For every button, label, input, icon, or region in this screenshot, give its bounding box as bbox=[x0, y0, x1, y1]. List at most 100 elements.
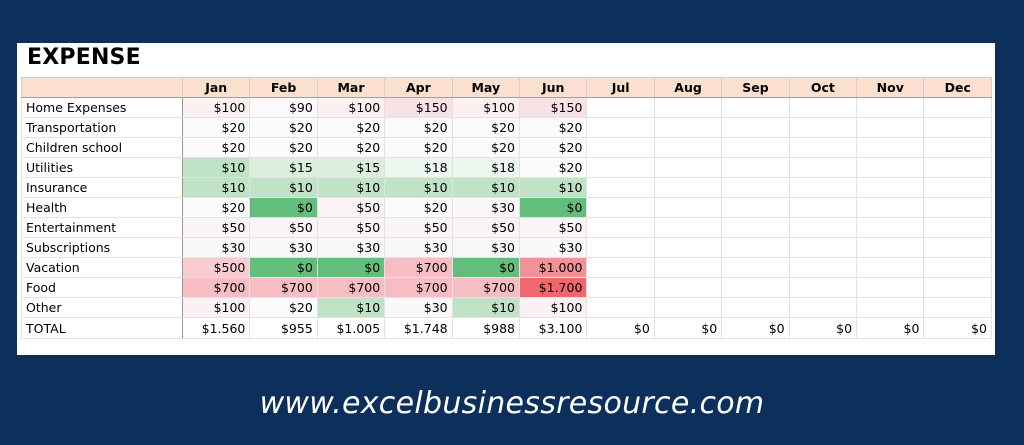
value-cell[interactable] bbox=[788, 177, 858, 198]
value-cell[interactable]: $500 bbox=[181, 257, 251, 278]
value-cell[interactable]: $1.700 bbox=[519, 277, 588, 298]
value-cell[interactable]: $50 bbox=[384, 217, 453, 238]
month-header[interactable]: Dec bbox=[923, 77, 992, 98]
value-cell[interactable]: $700 bbox=[316, 277, 386, 298]
value-cell[interactable] bbox=[856, 237, 925, 258]
value-cell[interactable]: $30 bbox=[384, 237, 453, 258]
total-cell[interactable]: $0 bbox=[923, 317, 992, 339]
value-cell[interactable] bbox=[653, 137, 723, 158]
category-cell[interactable]: Home Expenses bbox=[21, 97, 183, 118]
value-cell[interactable] bbox=[721, 157, 790, 178]
value-cell[interactable]: $10 bbox=[181, 157, 251, 178]
value-cell[interactable] bbox=[653, 97, 723, 118]
value-cell[interactable] bbox=[856, 297, 925, 318]
value-cell[interactable] bbox=[788, 117, 858, 138]
value-cell[interactable] bbox=[923, 297, 992, 318]
total-cell[interactable]: $0 bbox=[586, 317, 655, 339]
category-cell[interactable]: Entertainment bbox=[21, 217, 183, 238]
month-header[interactable]: Mar bbox=[316, 77, 386, 98]
value-cell[interactable] bbox=[586, 297, 655, 318]
value-cell[interactable] bbox=[923, 237, 992, 258]
value-cell[interactable] bbox=[923, 257, 992, 278]
value-cell[interactable] bbox=[788, 137, 858, 158]
value-cell[interactable]: $1.000 bbox=[519, 257, 588, 278]
value-cell[interactable] bbox=[721, 137, 790, 158]
value-cell[interactable]: $700 bbox=[451, 277, 521, 298]
month-header[interactable]: May bbox=[451, 77, 521, 98]
value-cell[interactable] bbox=[788, 297, 858, 318]
value-cell[interactable] bbox=[923, 197, 992, 218]
total-cell[interactable]: $0 bbox=[653, 317, 723, 339]
value-cell[interactable] bbox=[586, 97, 655, 118]
value-cell[interactable] bbox=[856, 177, 925, 198]
value-cell[interactable] bbox=[923, 277, 992, 298]
value-cell[interactable]: $20 bbox=[249, 137, 318, 158]
value-cell[interactable] bbox=[788, 277, 858, 298]
total-cell[interactable]: $955 bbox=[249, 317, 318, 339]
value-cell[interactable] bbox=[721, 277, 790, 298]
value-cell[interactable]: $700 bbox=[384, 277, 453, 298]
value-cell[interactable]: $150 bbox=[384, 97, 453, 118]
value-cell[interactable]: $100 bbox=[181, 97, 251, 118]
value-cell[interactable]: $0 bbox=[451, 257, 521, 278]
value-cell[interactable]: $0 bbox=[249, 197, 318, 218]
value-cell[interactable]: $20 bbox=[451, 117, 521, 138]
value-cell[interactable]: $10 bbox=[316, 297, 386, 318]
value-cell[interactable] bbox=[586, 277, 655, 298]
category-cell[interactable]: Food bbox=[21, 277, 183, 298]
value-cell[interactable]: $0 bbox=[519, 197, 588, 218]
value-cell[interactable]: $0 bbox=[316, 257, 386, 278]
total-cell[interactable]: $1.560 bbox=[181, 317, 251, 339]
value-cell[interactable]: $20 bbox=[181, 137, 251, 158]
value-cell[interactable] bbox=[721, 177, 790, 198]
value-cell[interactable]: $100 bbox=[519, 297, 588, 318]
value-cell[interactable]: $15 bbox=[316, 157, 386, 178]
category-cell[interactable]: Utilities bbox=[21, 157, 183, 178]
category-cell[interactable]: Children school bbox=[21, 137, 183, 158]
value-cell[interactable] bbox=[721, 237, 790, 258]
value-cell[interactable]: $10 bbox=[451, 297, 521, 318]
value-cell[interactable]: $50 bbox=[181, 217, 251, 238]
value-cell[interactable] bbox=[923, 157, 992, 178]
value-cell[interactable]: $30 bbox=[519, 237, 588, 258]
value-cell[interactable]: $18 bbox=[384, 157, 453, 178]
value-cell[interactable]: $10 bbox=[451, 177, 521, 198]
value-cell[interactable] bbox=[721, 217, 790, 238]
value-cell[interactable]: $20 bbox=[181, 197, 251, 218]
value-cell[interactable] bbox=[653, 197, 723, 218]
value-cell[interactable] bbox=[653, 157, 723, 178]
category-cell[interactable]: Subscriptions bbox=[21, 237, 183, 258]
value-cell[interactable]: $90 bbox=[249, 97, 318, 118]
value-cell[interactable]: $10 bbox=[249, 177, 318, 198]
value-cell[interactable] bbox=[653, 117, 723, 138]
category-cell[interactable]: Health bbox=[21, 197, 183, 218]
value-cell[interactable] bbox=[788, 197, 858, 218]
value-cell[interactable]: $700 bbox=[249, 277, 318, 298]
value-cell[interactable] bbox=[586, 117, 655, 138]
value-cell[interactable] bbox=[653, 257, 723, 278]
value-cell[interactable]: $30 bbox=[384, 297, 453, 318]
value-cell[interactable]: $50 bbox=[316, 197, 386, 218]
value-cell[interactable] bbox=[856, 257, 925, 278]
total-label-cell[interactable]: TOTAL bbox=[21, 317, 183, 339]
value-cell[interactable]: $30 bbox=[316, 237, 386, 258]
category-cell[interactable]: Vacation bbox=[21, 257, 183, 278]
value-cell[interactable] bbox=[788, 157, 858, 178]
month-header[interactable]: Feb bbox=[249, 77, 318, 98]
value-cell[interactable]: $20 bbox=[316, 137, 386, 158]
value-cell[interactable]: $20 bbox=[181, 117, 251, 138]
value-cell[interactable] bbox=[586, 237, 655, 258]
value-cell[interactable]: $100 bbox=[181, 297, 251, 318]
value-cell[interactable]: $20 bbox=[519, 137, 588, 158]
value-cell[interactable] bbox=[923, 97, 992, 118]
month-header[interactable]: Sep bbox=[721, 77, 790, 98]
month-header[interactable]: Oct bbox=[788, 77, 858, 98]
value-cell[interactable]: $50 bbox=[451, 217, 521, 238]
value-cell[interactable] bbox=[788, 97, 858, 118]
value-cell[interactable] bbox=[923, 137, 992, 158]
total-cell[interactable]: $0 bbox=[788, 317, 858, 339]
value-cell[interactable] bbox=[721, 117, 790, 138]
value-cell[interactable]: $20 bbox=[519, 157, 588, 178]
value-cell[interactable] bbox=[586, 217, 655, 238]
value-cell[interactable]: $30 bbox=[181, 237, 251, 258]
